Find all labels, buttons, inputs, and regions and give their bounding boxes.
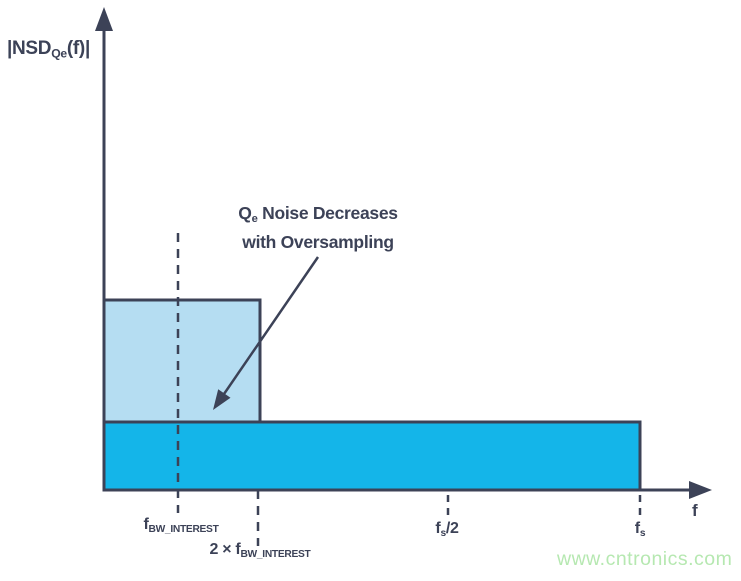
x-axis-label: f (692, 501, 698, 520)
tick-base: f (143, 516, 149, 533)
y-axis-arrowhead-icon (95, 7, 113, 31)
annotation-arrow-line (222, 256, 320, 395)
x-tick-2f-bw-interest: 2 × fBW_INTEREST (209, 541, 310, 560)
x-tick-f-bw-interest: fBW_INTEREST (143, 516, 218, 535)
tick-base: 2 × f (209, 541, 241, 558)
annotation-line1-rest: Noise Decreases (257, 203, 398, 223)
annotation-text: Qe Noise Decreases with Oversampling (238, 202, 398, 254)
y-axis-label-subscript: Qe (51, 46, 67, 61)
oversampled-noise-rect (102, 420, 642, 492)
annotation-line1: Qe Noise Decreases (238, 202, 398, 231)
x-axis-arrowhead-icon (689, 481, 712, 499)
y-axis-label: |NSDQe(f)| (7, 38, 90, 60)
annotation-line1-base: Q (238, 203, 252, 223)
x-tick-fs-half: fs/2 (435, 520, 458, 539)
y-axis-label-suffix: (f)| (66, 38, 90, 59)
y-axis-label-prefix: |NSD (7, 38, 52, 59)
tick-subscript: BW_INTEREST (240, 548, 311, 560)
x-tick-fs: fs (634, 520, 646, 539)
tick-subscript: s (639, 527, 646, 539)
watermark-text: www.cntronics.com (557, 548, 733, 570)
annotation-line1-subscript: e (251, 213, 258, 226)
tick-subscript: BW_INTEREST (148, 523, 219, 535)
tick-base: f (634, 520, 640, 537)
tick-suffix: /2 (445, 520, 459, 537)
tick-subscript: s (440, 527, 446, 539)
nyquist-noise-rect (102, 298, 262, 424)
annotation-line2: with Oversampling (242, 232, 394, 253)
annotation-arrowhead-icon (213, 389, 231, 410)
tick-base: f (435, 520, 441, 537)
